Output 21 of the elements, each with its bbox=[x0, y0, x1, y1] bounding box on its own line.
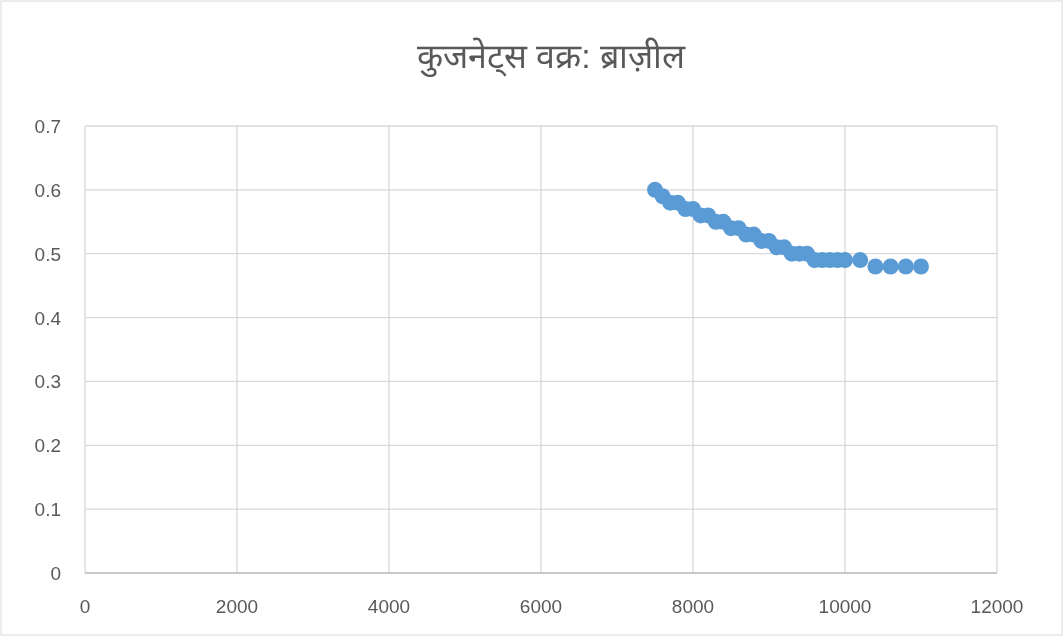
y-tick-label: 0.5 bbox=[34, 243, 61, 265]
chart-title: कुजनेट्स वक्र: ब्राज़ील bbox=[416, 37, 687, 78]
y-tick-label: 0.6 bbox=[34, 179, 61, 201]
y-tick-label: 0.1 bbox=[34, 499, 61, 521]
point bbox=[882, 258, 899, 275]
point bbox=[913, 258, 929, 275]
x-tick-label: 2000 bbox=[215, 596, 259, 617]
x-tick-label: 8000 bbox=[671, 596, 715, 617]
y-tick-label: 0.4 bbox=[34, 307, 62, 329]
point bbox=[867, 258, 884, 275]
x-tick-label: 4000 bbox=[367, 596, 411, 617]
point bbox=[852, 252, 869, 269]
x-tick-label: 6000 bbox=[519, 596, 563, 617]
x-tick-label: 0 bbox=[79, 596, 91, 617]
y-tick-label: 0 bbox=[50, 563, 61, 584]
y-tick-label: 0.7 bbox=[34, 116, 61, 137]
x-tick-label: 12000 bbox=[970, 596, 1024, 617]
y-tick-label: 0.3 bbox=[34, 371, 61, 393]
point bbox=[897, 258, 914, 275]
y-tick-label: 0.2 bbox=[34, 435, 61, 457]
x-tick-label: 10000 bbox=[818, 596, 872, 617]
